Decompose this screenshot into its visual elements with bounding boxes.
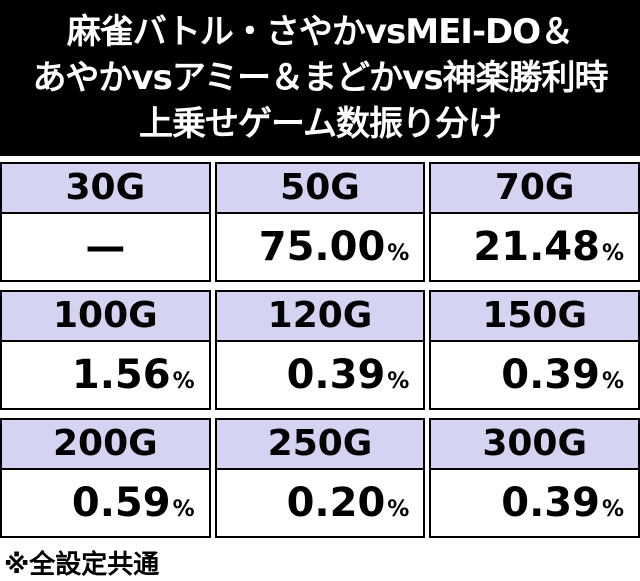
table-block: 30G 50G 70G —75.00% 21.48%	[0, 162, 640, 282]
unit: %	[387, 369, 410, 394]
value: 0.20	[286, 480, 386, 526]
title-banner: 麻雀バトル・さやかvsMEI-DO＆ あやかvsアミー＆まどかvs神楽勝利時 上乗せ…	[0, 0, 640, 156]
title-line: あやかvsアミー＆まどかvs神楽勝利時	[32, 58, 608, 98]
value-cell: 21.48%	[429, 212, 640, 282]
table: 30G 50G 70G —75.00% 21.48% 100G 120G 150G 1.56% 0…	[0, 162, 640, 538]
value-cell: 0.39%	[429, 340, 640, 410]
header-cell: 70G	[429, 162, 640, 212]
table-block: 100G 120G 150G 1.56% 0.39% 0.39%	[0, 290, 640, 410]
value-cell: 0.39%	[214, 340, 426, 410]
unit: %	[172, 369, 195, 394]
value: —	[85, 224, 126, 270]
unit: %	[601, 241, 624, 266]
value: 75.00	[258, 224, 386, 270]
unit: %	[172, 497, 195, 522]
table-block: 200G 250G 300G 0.59% 0.20% 0.39%	[0, 418, 640, 538]
unit: %	[387, 497, 410, 522]
unit: %	[601, 497, 624, 522]
value: 0.39	[501, 480, 600, 526]
header-cell: 200G	[0, 418, 211, 468]
value-cell: 1.56%	[0, 340, 211, 410]
header-cell: 150G	[429, 290, 640, 340]
value: 21.48	[473, 224, 600, 270]
unit: %	[387, 241, 410, 266]
header-cell: 300G	[429, 418, 640, 468]
footer-note: ※全設定共通	[4, 550, 160, 580]
value-cell: 0.39%	[429, 468, 640, 538]
value-cell: 75.00%	[214, 212, 426, 282]
unit: %	[601, 369, 624, 394]
value: 0.59	[71, 480, 171, 526]
header-cell: 30G	[0, 162, 211, 212]
title-line: 上乗せゲーム数振り分け	[139, 104, 502, 144]
value-cell: 0.20%	[214, 468, 426, 538]
header-cell: 120G	[214, 290, 426, 340]
header-cell: 50G	[214, 162, 426, 212]
value-cell: 0.59%	[0, 468, 211, 538]
value: 1.56	[71, 352, 171, 398]
title-line: 麻雀バトル・さやかvsMEI-DO＆	[66, 12, 574, 52]
value: 0.39	[501, 352, 600, 398]
header-cell: 100G	[0, 290, 211, 340]
value-cell: —	[0, 212, 211, 282]
header-cell: 250G	[214, 418, 426, 468]
value: 0.39	[286, 352, 386, 398]
